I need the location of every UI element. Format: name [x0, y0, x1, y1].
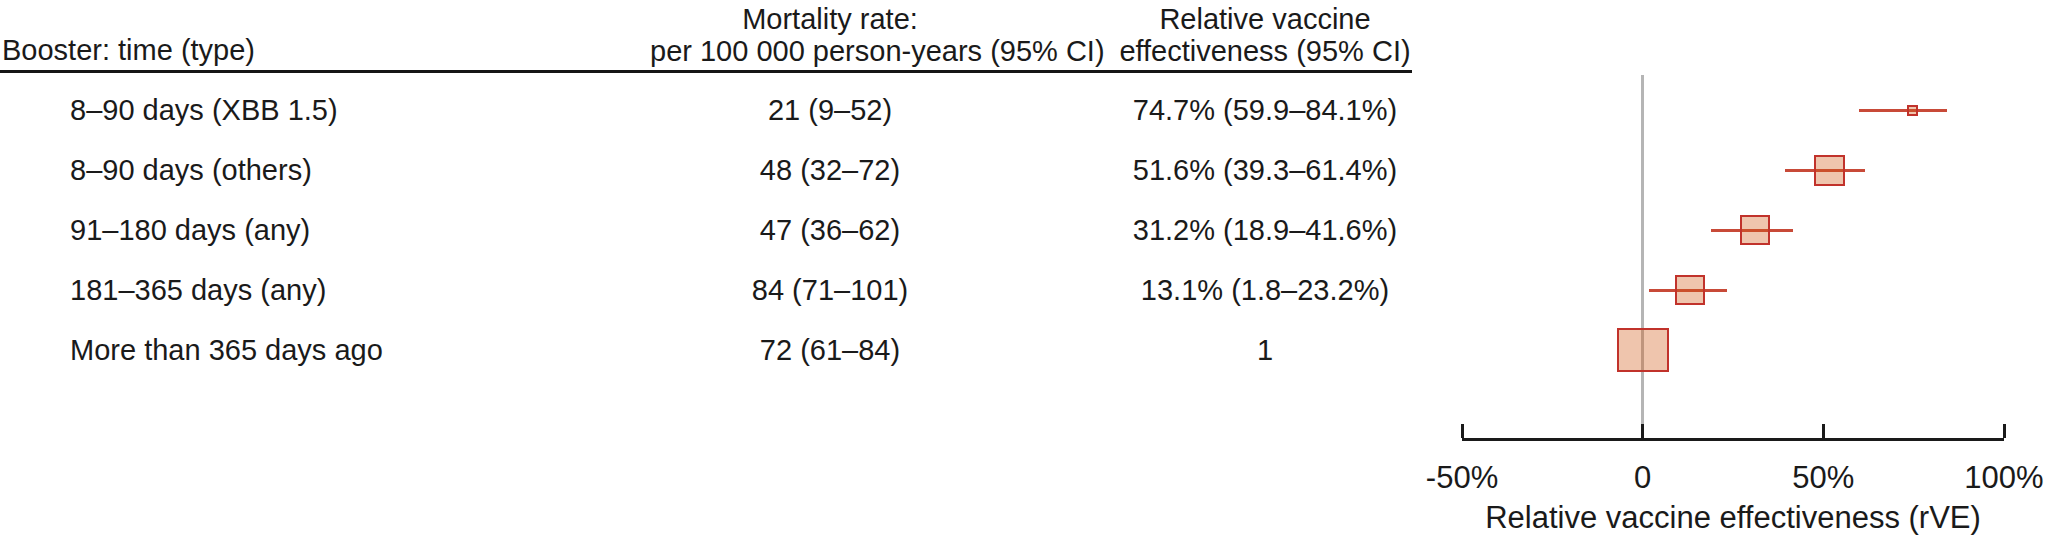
estimate-square — [1675, 275, 1705, 305]
x-axis-title: Relative vaccine effectiveness (rVE) — [1433, 501, 2033, 535]
estimate-square — [1740, 215, 1770, 245]
x-axis-tick — [1461, 424, 1464, 438]
x-tick-label: -50% — [1392, 461, 1532, 495]
x-axis-tick — [1822, 424, 1825, 438]
ci-line — [1859, 109, 1946, 112]
x-tick-label: 0 — [1573, 461, 1713, 495]
x-tick-label: 50% — [1753, 461, 1893, 495]
reference-line — [1641, 75, 1644, 438]
x-tick-label: 100% — [1934, 461, 2048, 495]
forest-plot-figure: Booster: time (type) Mortality rate: per… — [0, 0, 2048, 537]
x-axis-tick — [1641, 424, 1644, 438]
forest-plot: -50% 0 50% 100% Relative vaccine effectivene… — [0, 0, 2048, 537]
estimate-square — [1617, 328, 1669, 372]
estimate-square — [1907, 105, 1918, 116]
estimate-square — [1814, 155, 1845, 186]
x-axis-line — [1462, 438, 2004, 441]
x-axis-tick — [2003, 424, 2006, 438]
